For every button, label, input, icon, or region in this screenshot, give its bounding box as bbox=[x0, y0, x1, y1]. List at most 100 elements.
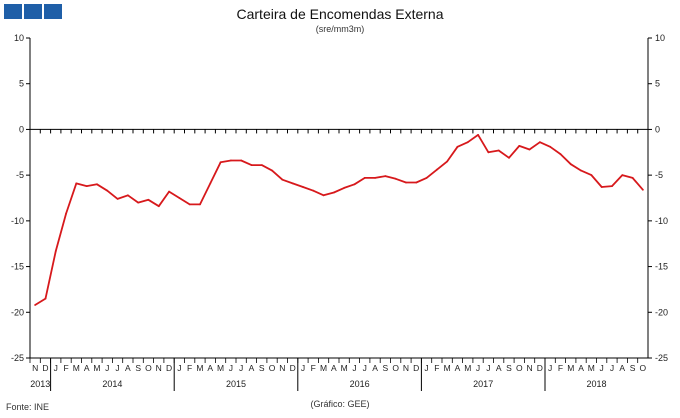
data-point bbox=[302, 186, 304, 188]
month-label: J bbox=[239, 363, 243, 373]
y-tick-label-right: 10 bbox=[655, 33, 665, 43]
data-point bbox=[85, 185, 88, 188]
month-label: O bbox=[145, 363, 152, 373]
data-point bbox=[415, 181, 418, 184]
month-label: M bbox=[196, 363, 203, 373]
chart-source: Fonte: INE bbox=[6, 402, 50, 412]
y-tick-label-left: 10 bbox=[14, 33, 24, 43]
y-tick-label-left: -15 bbox=[11, 262, 24, 272]
y-tick-label-left: -25 bbox=[11, 353, 24, 363]
month-label: D bbox=[290, 363, 296, 373]
month-label: A bbox=[125, 363, 131, 373]
month-label: D bbox=[537, 363, 543, 373]
chart-subtitle: (sre/mm3m) bbox=[315, 24, 365, 34]
y-tick-label-right: -15 bbox=[655, 262, 668, 272]
month-label: J bbox=[476, 363, 480, 373]
month-label: O bbox=[392, 363, 399, 373]
month-label: F bbox=[187, 363, 192, 373]
data-point bbox=[333, 191, 335, 194]
month-label: A bbox=[619, 363, 625, 373]
data-point bbox=[168, 190, 171, 193]
logo-block bbox=[44, 4, 62, 19]
month-label: J bbox=[352, 363, 356, 373]
year-label: 2013 bbox=[30, 379, 50, 389]
data-point bbox=[322, 194, 325, 197]
month-label: S bbox=[506, 363, 512, 373]
data-point bbox=[178, 197, 181, 199]
data-point bbox=[312, 189, 315, 192]
data-point bbox=[466, 141, 469, 144]
data-point bbox=[477, 134, 479, 136]
data-point bbox=[446, 160, 449, 163]
data-point bbox=[75, 182, 78, 185]
year-label: 2018 bbox=[586, 379, 606, 389]
data-point bbox=[219, 161, 222, 164]
data-point bbox=[34, 304, 36, 306]
y-tick-label-right: -10 bbox=[655, 216, 668, 226]
data-point bbox=[240, 159, 243, 162]
y-tick-label-right: -5 bbox=[655, 170, 663, 180]
data-point bbox=[456, 145, 459, 148]
month-label: A bbox=[455, 363, 461, 373]
data-point bbox=[425, 177, 428, 179]
y-tick-label-right: 5 bbox=[655, 79, 660, 89]
chart-credit: (Gráfico: GEE) bbox=[310, 399, 370, 409]
month-label: M bbox=[341, 363, 348, 373]
month-label: D bbox=[413, 363, 419, 373]
month-label: A bbox=[207, 363, 213, 373]
data-point bbox=[631, 177, 634, 179]
month-label: J bbox=[105, 363, 109, 373]
data-point bbox=[281, 178, 284, 181]
month-label: J bbox=[115, 363, 119, 373]
y-tick-label-left: -20 bbox=[11, 307, 24, 317]
y-tick-label-left: 0 bbox=[19, 124, 24, 134]
data-point bbox=[600, 186, 603, 188]
data-point bbox=[116, 198, 119, 200]
year-label: 2016 bbox=[350, 379, 370, 389]
month-label: N bbox=[526, 363, 532, 373]
logo bbox=[4, 4, 62, 19]
data-point bbox=[528, 148, 531, 151]
data-point bbox=[580, 169, 582, 172]
month-label: A bbox=[249, 363, 255, 373]
y-tick-label-left: 5 bbox=[19, 79, 24, 89]
month-label: J bbox=[301, 363, 305, 373]
data-point bbox=[539, 141, 541, 144]
month-label: J bbox=[610, 363, 614, 373]
month-label: M bbox=[444, 363, 451, 373]
month-label: J bbox=[600, 363, 604, 373]
data-point bbox=[487, 151, 490, 154]
month-label: F bbox=[434, 363, 439, 373]
month-label: F bbox=[311, 363, 316, 373]
month-label: N bbox=[279, 363, 285, 373]
month-label: M bbox=[73, 363, 80, 373]
y-tick-label-left: -10 bbox=[11, 216, 24, 226]
data-point bbox=[209, 182, 212, 185]
month-label: A bbox=[84, 363, 90, 373]
year-label: 2017 bbox=[473, 379, 493, 389]
y-tick-label-right: -20 bbox=[655, 307, 668, 317]
month-label: J bbox=[486, 363, 490, 373]
month-label: M bbox=[320, 363, 327, 373]
data-point bbox=[106, 189, 109, 192]
month-label: S bbox=[630, 363, 636, 373]
data-point bbox=[569, 163, 572, 166]
data-point bbox=[518, 145, 521, 147]
month-label: J bbox=[548, 363, 552, 373]
month-label: M bbox=[588, 363, 595, 373]
month-label: A bbox=[331, 363, 337, 373]
month-label: O bbox=[516, 363, 523, 373]
month-label: M bbox=[567, 363, 574, 373]
data-point bbox=[353, 183, 356, 186]
data-point bbox=[96, 183, 98, 186]
month-label: F bbox=[558, 363, 563, 373]
data-point bbox=[230, 159, 232, 162]
data-point bbox=[54, 250, 57, 252]
month-label: N bbox=[32, 363, 38, 373]
data-point bbox=[147, 198, 150, 201]
logo-block bbox=[24, 4, 42, 19]
series-line bbox=[34, 133, 644, 306]
data-point bbox=[363, 177, 366, 179]
data-point bbox=[157, 205, 160, 208]
data-point bbox=[271, 169, 273, 172]
